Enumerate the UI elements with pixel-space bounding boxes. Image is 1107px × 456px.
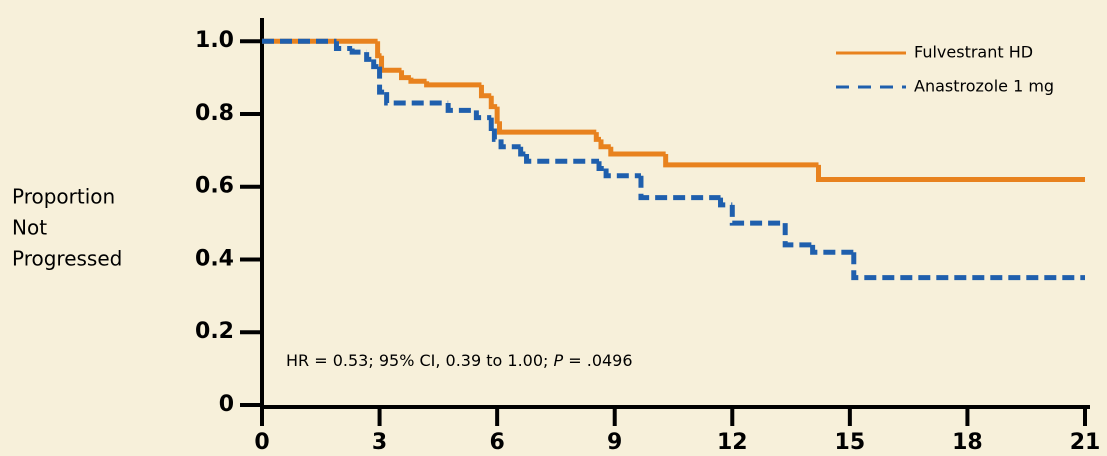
step-segment: [473, 110, 492, 121]
x-tick-label: 9: [607, 430, 622, 455]
step-segment: [608, 146, 666, 157]
step-segment: [496, 121, 597, 135]
y-tick-label: 0: [219, 392, 234, 417]
y-axis-label: Progressed: [12, 247, 122, 271]
y-tick-label: 0.6: [195, 174, 234, 199]
x-tick-label: 15: [835, 430, 866, 455]
step-segment: [491, 128, 502, 142]
legend-label: Fulvestrant HD: [914, 43, 1033, 62]
x-tick-label: 6: [489, 430, 504, 455]
step-segment: [478, 84, 492, 99]
step-segment: [424, 81, 482, 88]
step-segment: [638, 175, 721, 201]
x-tick-label: 0: [254, 430, 269, 455]
annotation-text: P: [554, 351, 564, 370]
step-segment: [445, 103, 477, 113]
y-tick-label: 0.4: [195, 246, 234, 271]
step-segment: [399, 70, 411, 81]
y-tick-label: 1.0: [195, 28, 234, 53]
x-tick-label: 12: [717, 430, 748, 455]
y-tick-label: 0.8: [195, 101, 234, 126]
step-segment: [782, 223, 813, 248]
step-segment: [598, 139, 611, 150]
step-segment: [810, 244, 854, 255]
step-segment: [729, 204, 786, 226]
step-segment: [494, 106, 500, 124]
legend-label: Anastrozole 1 mg: [914, 77, 1054, 96]
step-segment: [384, 92, 449, 106]
y-axis-label: Not: [12, 216, 47, 240]
annotation-text: = .0496: [563, 351, 632, 370]
y-tick-label: 0.2: [195, 319, 234, 344]
step-segment: [603, 168, 641, 179]
step-segment: [408, 77, 427, 84]
step-segment: [333, 41, 353, 51]
step-segment: [349, 48, 367, 55]
y-axis-label: Proportion: [12, 185, 115, 209]
step-segment: [816, 164, 1085, 182]
annotation: HR = 0.53; 95% CI, 0.39 to 1.00; P = .04…: [286, 351, 633, 370]
x-tick-label: 21: [1070, 430, 1101, 455]
x-tick-label: 3: [372, 430, 387, 455]
step-segment: [663, 153, 819, 168]
step-segment: [851, 252, 1085, 281]
step-segment: [718, 197, 733, 208]
step-segment: [377, 66, 387, 95]
step-segment: [524, 153, 600, 164]
step-segment: [498, 139, 521, 150]
annotation-text: HR = 0.53; 95% CI, 0.39 to 1.00;: [286, 351, 554, 370]
x-tick-label: 18: [952, 430, 983, 455]
